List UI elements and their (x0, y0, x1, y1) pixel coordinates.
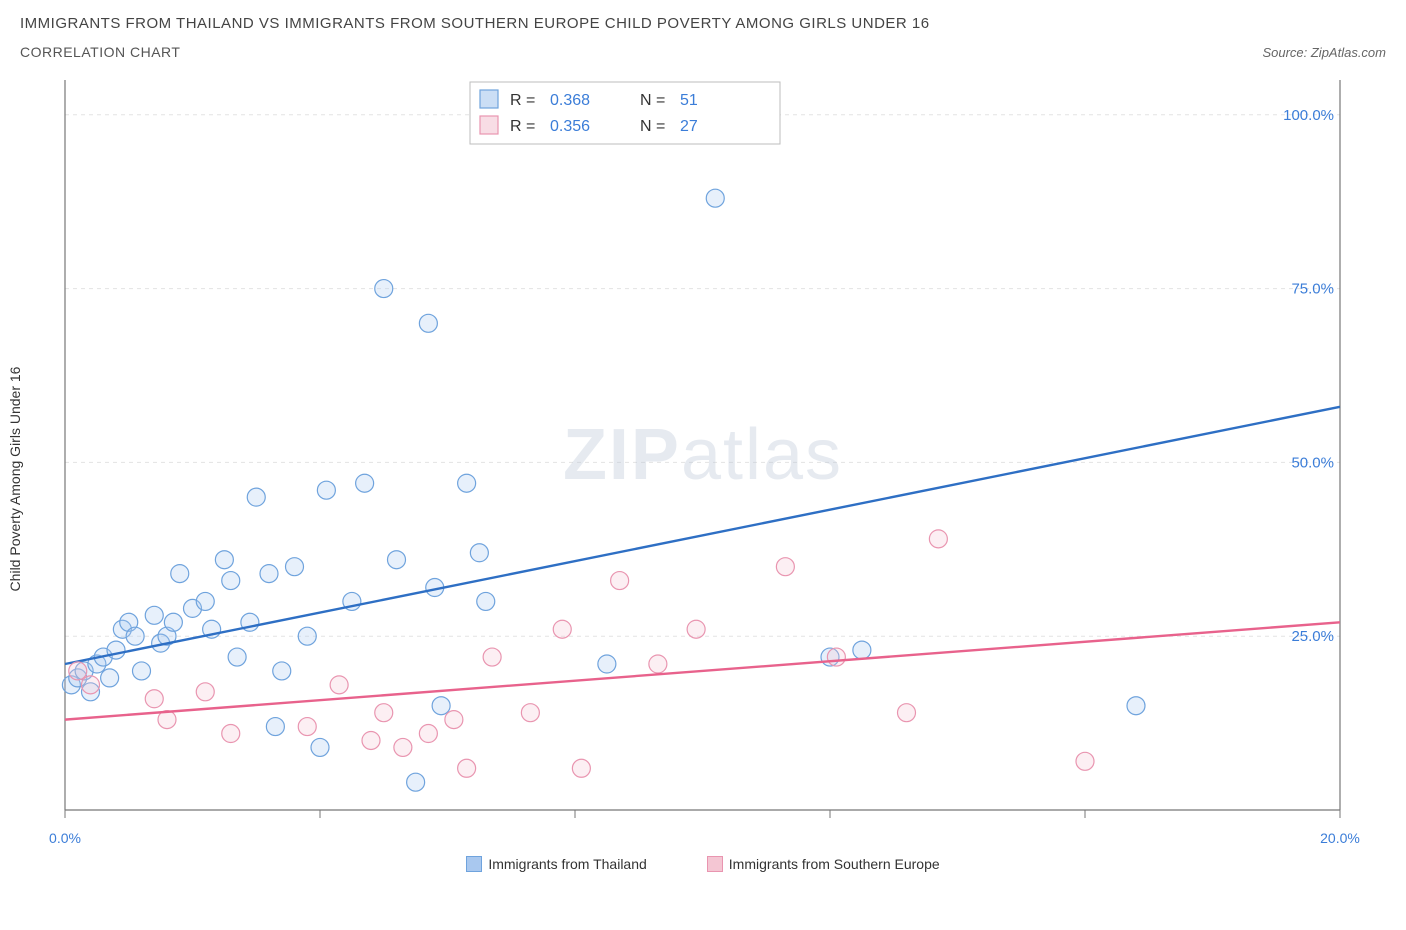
stats-text: 51 (680, 92, 698, 109)
legend-bottom: Immigrants from Thailand Immigrants from … (20, 856, 1386, 872)
scatter-point (101, 669, 119, 687)
chart-title: IMMIGRANTS FROM THAILAND VS IMMIGRANTS F… (20, 15, 1386, 32)
scatter-point (470, 544, 488, 562)
stats-text: N = (640, 118, 665, 135)
y-tick-label: 50.0% (1291, 454, 1334, 471)
scatter-point (298, 627, 316, 645)
legend-item: Immigrants from Southern Europe (707, 856, 940, 872)
scatter-point (776, 558, 794, 576)
scatter-point (687, 620, 705, 638)
x-axis-labels: 0.0%20.0% (20, 830, 1350, 850)
scatter-point (394, 738, 412, 756)
stats-text: 0.356 (550, 118, 590, 135)
source-citation: Source: ZipAtlas.com (1262, 45, 1386, 60)
scatter-point (145, 690, 163, 708)
scatter-point (247, 488, 265, 506)
scatter-point (107, 641, 125, 659)
legend-label: Immigrants from Southern Europe (729, 856, 940, 872)
scatter-point (375, 280, 393, 298)
chart-subtitle: CORRELATION CHART (20, 44, 180, 60)
scatter-point (273, 662, 291, 680)
scatter-point (228, 648, 246, 666)
chart-container: Child Poverty Among Girls Under 16 ZIPat… (20, 70, 1386, 872)
source-label: Source: (1262, 45, 1310, 60)
stats-text: 27 (680, 118, 698, 135)
scatter-point (1076, 752, 1094, 770)
scatter-point (260, 565, 278, 583)
scatter-point (222, 725, 240, 743)
scatter-point (649, 655, 667, 673)
legend-swatch (707, 856, 723, 872)
scatter-point (611, 572, 629, 590)
y-axis-label: Child Poverty Among Girls Under 16 (7, 367, 23, 592)
subtitle-row: CORRELATION CHART Source: ZipAtlas.com (20, 44, 1386, 60)
scatter-point (164, 613, 182, 631)
stats-text: R = (510, 118, 535, 135)
scatter-point (286, 558, 304, 576)
scatter-point (483, 648, 501, 666)
scatter-point (419, 725, 437, 743)
scatter-point (196, 683, 214, 701)
scatter-point (445, 711, 463, 729)
scatter-point (362, 731, 380, 749)
legend-swatch (480, 116, 498, 134)
trend-line (65, 622, 1340, 719)
scatter-point (388, 551, 406, 569)
scatter-point (317, 481, 335, 499)
source-value: ZipAtlas.com (1311, 45, 1386, 60)
legend-swatch (466, 856, 482, 872)
scatter-point (419, 314, 437, 332)
scatter-point (133, 662, 151, 680)
scatter-point (521, 704, 539, 722)
legend-label: Immigrants from Thailand (488, 856, 646, 872)
scatter-point (853, 641, 871, 659)
scatter-point (222, 572, 240, 590)
legend-swatch (480, 90, 498, 108)
scatter-point (458, 474, 476, 492)
scatter-point (196, 592, 214, 610)
scatter-point (827, 648, 845, 666)
scatter-point (215, 551, 233, 569)
scatter-point (432, 697, 450, 715)
scatter-point (330, 676, 348, 694)
scatter-chart: 25.0% 50.0% 75.0% 100.0% R = 0.368 N = 51 R = 0.3… (20, 70, 1350, 830)
y-tick-label: 100.0% (1283, 107, 1334, 124)
stats-text: R = (510, 92, 535, 109)
scatter-point (598, 655, 616, 673)
scatter-point (1127, 697, 1145, 715)
scatter-point (553, 620, 571, 638)
scatter-point (145, 606, 163, 624)
scatter-point (126, 627, 144, 645)
scatter-point (356, 474, 374, 492)
scatter-point (298, 718, 316, 736)
scatter-point (266, 718, 284, 736)
y-tick-label: 75.0% (1291, 281, 1334, 298)
scatter-point (706, 189, 724, 207)
y-tick-label: 25.0% (1291, 628, 1334, 645)
scatter-point (171, 565, 189, 583)
scatter-point (311, 738, 329, 756)
stats-text: 0.368 (550, 92, 590, 109)
scatter-point (898, 704, 916, 722)
x-tick-label: 20.0% (1320, 830, 1360, 846)
x-tick-label: 0.0% (49, 830, 81, 846)
scatter-point (477, 592, 495, 610)
scatter-point (407, 773, 425, 791)
scatter-point (82, 676, 100, 694)
scatter-point (458, 759, 476, 777)
scatter-point (572, 759, 590, 777)
stats-text: N = (640, 92, 665, 109)
scatter-point (929, 530, 947, 548)
stats-legend: R = 0.368 N = 51 R = 0.356 N = 27 (470, 82, 780, 144)
scatter-point (69, 662, 87, 680)
legend-item: Immigrants from Thailand (466, 856, 646, 872)
scatter-point (375, 704, 393, 722)
